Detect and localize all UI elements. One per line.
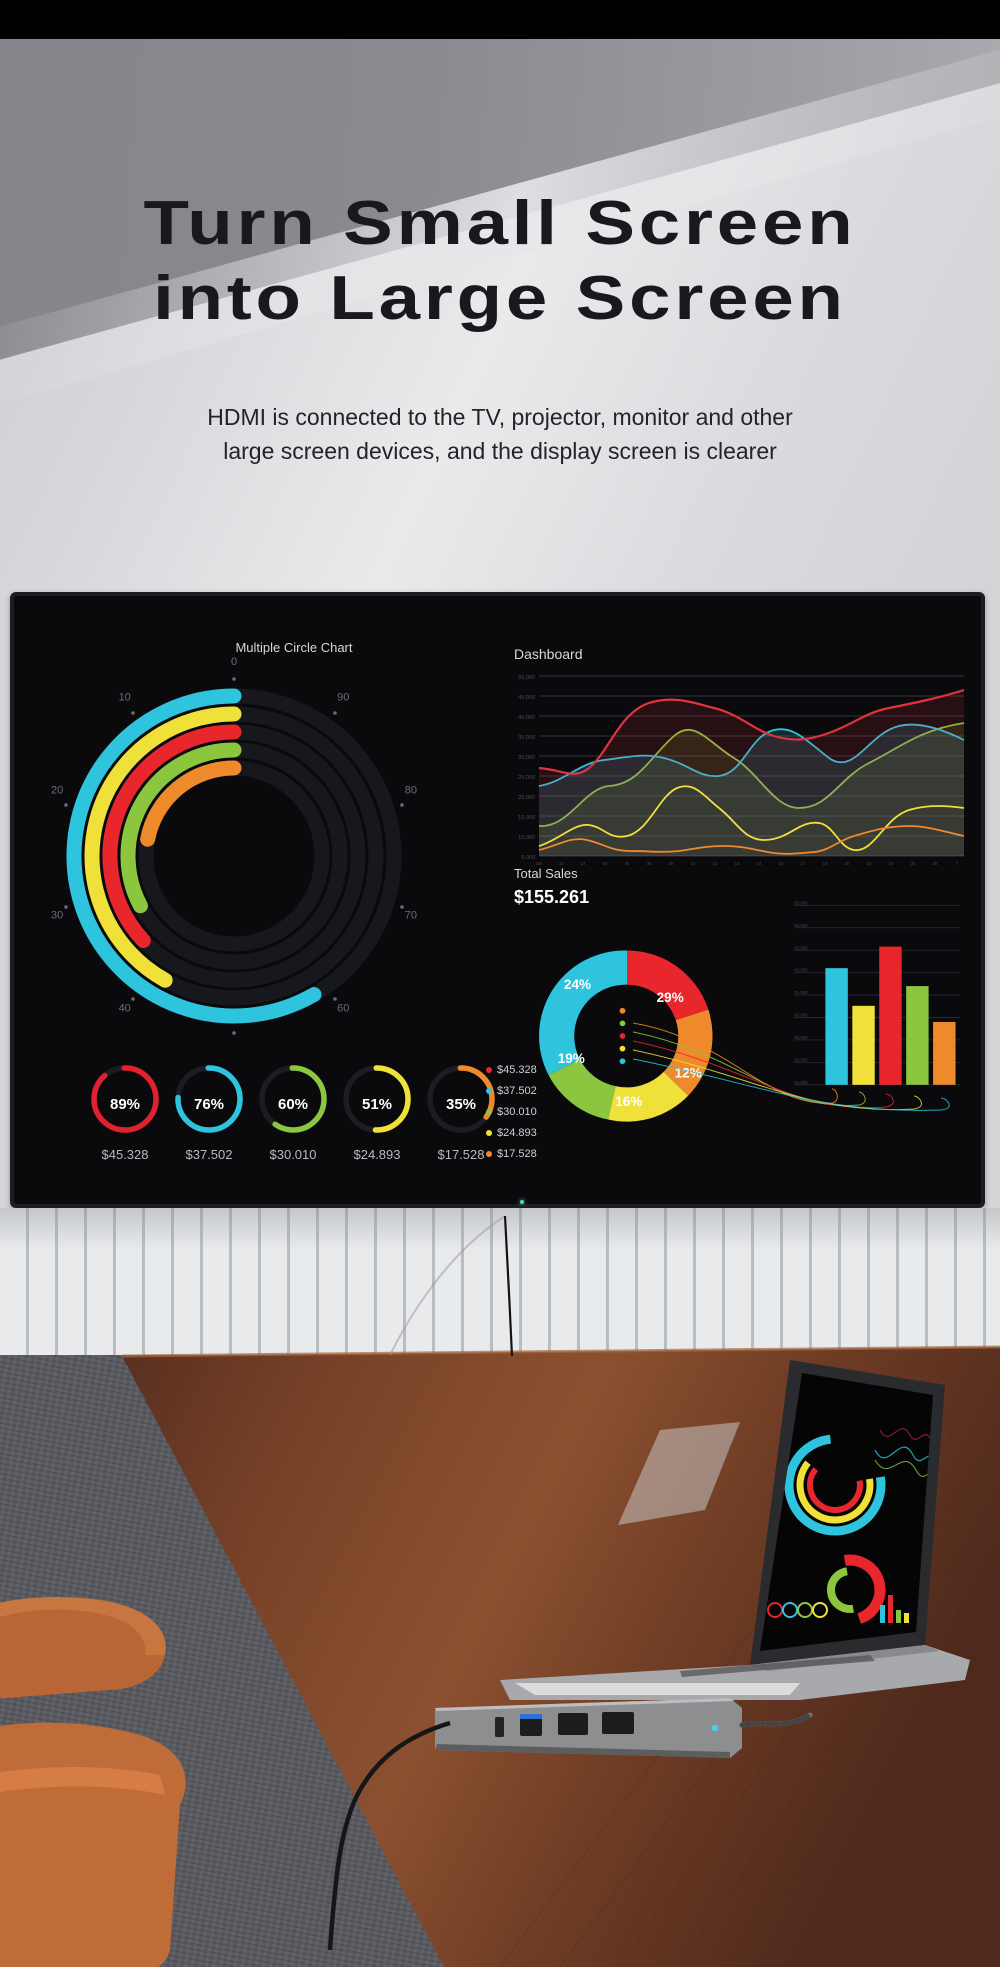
svg-text:17: 17 — [801, 861, 806, 866]
svg-text:70: 70 — [405, 910, 417, 922]
svg-text:50,000: 50,000 — [518, 675, 535, 681]
svg-text:40: 40 — [119, 1003, 131, 1015]
svg-text:45: 45 — [625, 861, 630, 866]
svg-text:36: 36 — [647, 861, 652, 866]
svg-text:30: 30 — [51, 910, 63, 922]
svg-text:30,000: 30,000 — [518, 755, 535, 761]
svg-text:19: 19 — [823, 861, 828, 866]
svg-text:10: 10 — [119, 692, 131, 704]
svg-text:7: 7 — [956, 861, 959, 866]
svg-text:25,000: 25,000 — [518, 775, 535, 781]
svg-text:14: 14 — [757, 861, 762, 866]
svg-text:26: 26 — [911, 861, 916, 866]
svg-text:55,000: 55,000 — [794, 900, 808, 905]
svg-text:11: 11 — [691, 861, 696, 866]
svg-text:20: 20 — [845, 861, 850, 866]
svg-text:35,000: 35,000 — [518, 735, 535, 741]
svg-text:28: 28 — [933, 861, 938, 866]
svg-text:20,000: 20,000 — [518, 795, 535, 801]
svg-text:40,000: 40,000 — [794, 968, 808, 973]
svg-text:5,000: 5,000 — [521, 855, 535, 861]
svg-text:60: 60 — [337, 1003, 349, 1015]
svg-text:90: 90 — [337, 692, 349, 704]
svg-text:19%: 19% — [558, 1051, 585, 1066]
svg-text:30,000: 30,000 — [794, 1013, 808, 1018]
svg-text:80: 80 — [405, 785, 417, 797]
svg-text:45,000: 45,000 — [794, 945, 808, 950]
svg-text:23: 23 — [581, 861, 586, 866]
svg-text:15: 15 — [779, 861, 784, 866]
svg-text:22: 22 — [867, 861, 872, 866]
svg-text:0: 0 — [231, 656, 237, 668]
svg-text:35,000: 35,000 — [794, 990, 808, 995]
svg-text:15,000: 15,000 — [518, 815, 535, 821]
svg-text:29: 29 — [669, 861, 674, 866]
svg-text:24%: 24% — [564, 977, 591, 992]
svg-text:13: 13 — [735, 861, 740, 866]
svg-text:12: 12 — [713, 861, 718, 866]
svg-text:56: 56 — [603, 861, 608, 866]
svg-text:10,000: 10,000 — [518, 835, 535, 841]
svg-text:24: 24 — [889, 861, 894, 866]
svg-text:50,000: 50,000 — [794, 923, 808, 928]
svg-text:29%: 29% — [657, 990, 684, 1005]
svg-text:45,000: 45,000 — [518, 695, 535, 701]
svg-text:20: 20 — [51, 785, 63, 797]
svg-text:40,000: 40,000 — [518, 715, 535, 721]
